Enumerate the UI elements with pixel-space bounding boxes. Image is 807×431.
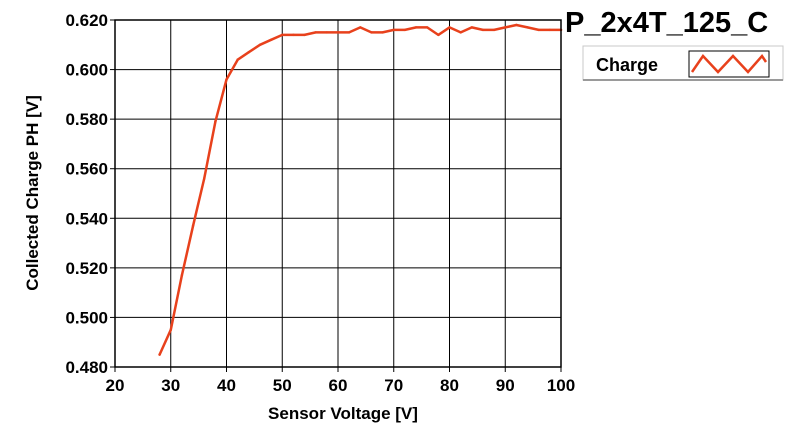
grid <box>114 19 562 368</box>
data-point <box>191 224 195 227</box>
data-point <box>537 28 540 32</box>
chart-title: P_2x4T_125_C <box>565 7 768 39</box>
data-point <box>414 26 418 29</box>
data-point <box>336 31 340 34</box>
axes: 20 30 40 50 60 70 80 90 100 0.480 0.500 0.520 0.540 0… <box>65 11 575 395</box>
x-tick-label: 30 <box>161 376 180 395</box>
data-point <box>225 78 228 81</box>
data-point <box>169 328 172 332</box>
legend-label-charge: Charge <box>596 55 658 75</box>
data-point <box>158 353 161 356</box>
y-tick-label: 0.540 <box>65 209 108 228</box>
x-tick-label: 70 <box>384 376 403 395</box>
data-point <box>281 33 284 37</box>
data-point <box>269 38 273 42</box>
data-point <box>303 33 306 37</box>
x-tick-label: 90 <box>496 376 515 395</box>
data-point <box>203 177 206 180</box>
data-point <box>448 26 451 29</box>
x-tick-label: 40 <box>217 376 236 395</box>
legend: Charge <box>582 45 784 81</box>
y-tick-label: 0.500 <box>65 308 108 327</box>
y-tick-label: 0.580 <box>65 110 108 129</box>
y-axis-title: Collected Charge PH [V] <box>23 95 42 291</box>
x-tick-label: 20 <box>106 376 125 395</box>
x-axis-title: Sensor Voltage [V] <box>268 404 418 423</box>
data-point <box>258 43 262 46</box>
x-tick-label: 60 <box>329 376 348 395</box>
legend-swatch-box <box>688 50 770 78</box>
data-point <box>403 28 407 32</box>
data-point <box>370 31 373 34</box>
y-tick-label: 0.600 <box>65 61 108 80</box>
series-layer <box>158 23 563 356</box>
plot-frame <box>114 19 562 368</box>
data-point <box>314 31 317 34</box>
data-point <box>214 120 217 123</box>
y-tick-label: 0.560 <box>65 160 108 179</box>
data-point <box>548 28 552 32</box>
x-tick-label: 50 <box>273 376 292 395</box>
y-tick-label: 0.480 <box>65 358 108 377</box>
x-tick-label: 100 <box>547 376 575 395</box>
data-point <box>347 31 351 34</box>
data-point <box>236 58 239 61</box>
legend-swatch-charge <box>690 53 768 74</box>
data-point <box>515 23 518 27</box>
data-point <box>481 28 485 32</box>
data-point <box>504 26 507 29</box>
y-tick-label: 0.620 <box>65 11 108 30</box>
data-point <box>426 26 429 29</box>
x-tick-label: 80 <box>440 376 459 395</box>
data-point <box>470 26 473 29</box>
y-tick-label: 0.520 <box>65 259 108 278</box>
data-point <box>437 33 440 37</box>
data-point <box>392 28 395 32</box>
data-point <box>325 31 329 34</box>
data-point <box>247 51 250 54</box>
data-point <box>492 28 496 32</box>
data-point <box>359 26 362 29</box>
data-point <box>381 31 384 34</box>
data-point <box>459 31 462 34</box>
data-point <box>180 274 184 277</box>
data-point <box>292 33 295 37</box>
data-point <box>526 26 529 29</box>
